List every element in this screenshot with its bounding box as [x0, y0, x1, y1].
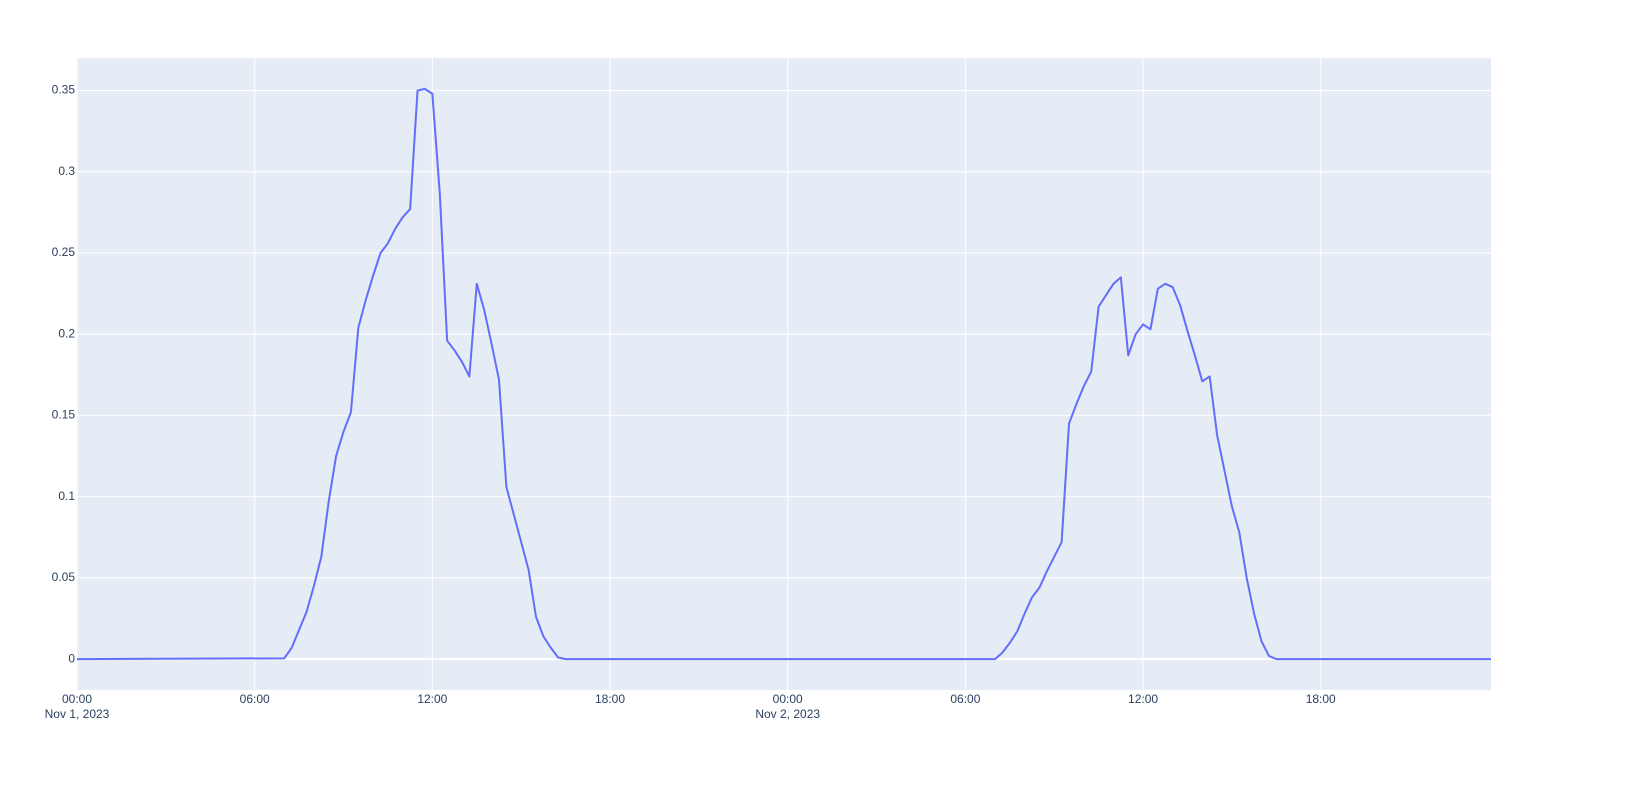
x-tick-date: Nov 1, 2023 [45, 707, 110, 721]
x-tick-label: 12:00 [1128, 692, 1158, 706]
x-tick-label: 06:00 [950, 692, 980, 706]
x-tick-label: 12:00 [417, 692, 447, 706]
plot-area [77, 58, 1491, 690]
x-tick-date: Nov 2, 2023 [755, 707, 820, 721]
x-tick-label: 18:00 [595, 692, 625, 706]
y-tick-label: 0.3 [58, 164, 75, 178]
x-tick-label: 06:00 [240, 692, 270, 706]
y-tick-label: 0.25 [52, 245, 76, 259]
x-tick-label: 00:00 [773, 692, 803, 706]
y-tick-label: 0.2 [58, 326, 75, 340]
y-tick-label: 0 [68, 651, 75, 665]
y-tick-label: 0.35 [52, 83, 76, 97]
y-tick-label: 0.15 [52, 408, 76, 422]
x-tick-label: 18:00 [1306, 692, 1336, 706]
x-tick-label: 00:00 [62, 692, 92, 706]
y-tick-label: 0.1 [58, 489, 75, 503]
y-tick-label: 0.05 [52, 570, 76, 584]
data-line [76, 87, 1491, 661]
